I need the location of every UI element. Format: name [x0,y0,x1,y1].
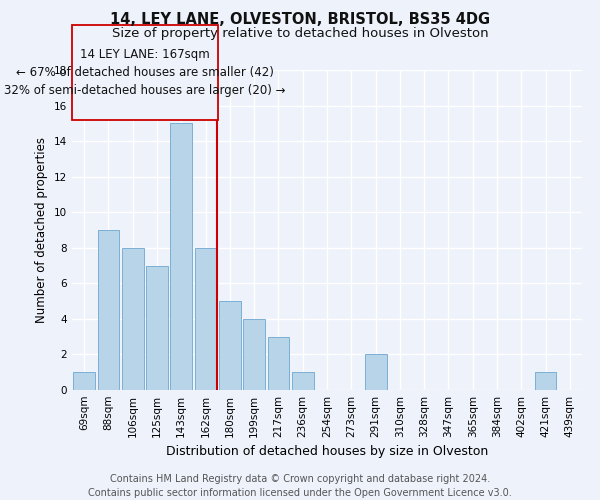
Bar [170,124,192,390]
Bar [292,372,314,390]
X-axis label: Distribution of detached houses by size in Olveston: Distribution of detached houses by size … [166,446,488,458]
Bar [365,354,386,390]
Y-axis label: Number of detached properties: Number of detached properties [35,137,49,323]
Bar [243,319,265,390]
FancyBboxPatch shape [72,25,218,120]
Bar [73,372,95,390]
Bar [97,230,119,390]
Bar [219,301,241,390]
Text: 14 LEY LANE: 167sqm
← 67% of detached houses are smaller (42)
32% of semi-detach: 14 LEY LANE: 167sqm ← 67% of detached ho… [4,48,286,97]
Bar [146,266,168,390]
Bar [194,248,217,390]
Text: Contains HM Land Registry data © Crown copyright and database right 2024.
Contai: Contains HM Land Registry data © Crown c… [88,474,512,498]
Text: 14, LEY LANE, OLVESTON, BRISTOL, BS35 4DG: 14, LEY LANE, OLVESTON, BRISTOL, BS35 4D… [110,12,490,28]
Text: Size of property relative to detached houses in Olveston: Size of property relative to detached ho… [112,28,488,40]
Bar [268,336,289,390]
Bar [122,248,143,390]
Bar [535,372,556,390]
